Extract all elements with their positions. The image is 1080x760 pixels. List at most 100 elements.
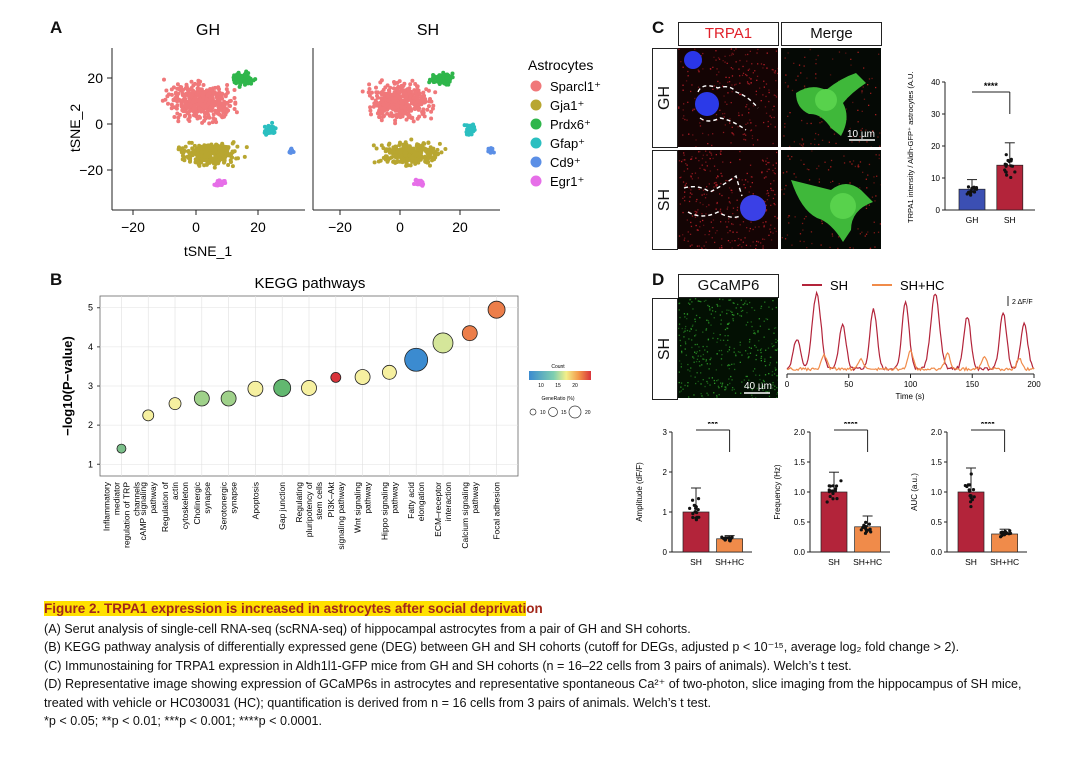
tsne-cell-point xyxy=(194,114,198,119)
bar-datapoint xyxy=(974,186,979,190)
tsne-cell-point xyxy=(435,78,440,83)
bar-datapoint xyxy=(859,528,863,532)
tsne-cell-point xyxy=(213,148,218,152)
tsne-cell-point xyxy=(213,117,218,122)
bar-datapoint xyxy=(827,488,831,492)
tsne-cell-point xyxy=(462,123,467,128)
generatio-legend-title: GeneRatio (%) xyxy=(541,396,574,402)
tsne-legend-label: Prdx6⁺ xyxy=(550,117,591,132)
tsne-cell-point xyxy=(422,156,427,160)
tsne-cell-point xyxy=(270,120,275,125)
tsne-cell-point xyxy=(212,100,217,104)
tsne-legend-dot xyxy=(530,137,542,149)
tsne-cell-point xyxy=(399,83,404,88)
tsne-cell-point xyxy=(385,156,390,160)
tsne-cell-point xyxy=(220,152,225,157)
tsne-title-sh: SH xyxy=(417,22,439,39)
tsne-cell-point xyxy=(208,145,213,150)
tsne-cell-point xyxy=(220,96,225,101)
bar-datapoint xyxy=(968,500,973,504)
tsne-cell-point xyxy=(394,112,399,117)
bar-ytick-label: 0.0 xyxy=(794,548,806,557)
trace-scale-label: 2 ΔF/F xyxy=(1012,299,1033,306)
count-tick: 20 xyxy=(572,383,578,389)
tsne-cell-point xyxy=(199,109,204,114)
tsne-cell-point xyxy=(427,104,431,109)
tsne-cell-point xyxy=(213,156,218,161)
bar-datapoint xyxy=(969,189,973,193)
tsne-cell-point xyxy=(392,146,397,151)
kegg-category-label: Gap junction xyxy=(277,482,287,530)
tsne-cell-point xyxy=(199,150,204,155)
kegg-category-label: channels xyxy=(131,482,141,516)
tsne-cell-point xyxy=(192,96,197,101)
tsne-cell-point xyxy=(395,150,400,155)
tsne-cell-point xyxy=(372,160,377,165)
kegg-category-label: Hippo signaling xyxy=(379,482,389,540)
bar-datapoint xyxy=(970,186,974,190)
bar-datapoint xyxy=(1004,164,1008,168)
tsne-cell-point xyxy=(266,126,271,131)
tsne-cell-point xyxy=(164,88,169,93)
tsne-cell-point xyxy=(412,99,416,104)
panel-letter-d: D xyxy=(652,270,665,289)
tsne-cell-point xyxy=(381,114,386,119)
bar-datapoint xyxy=(723,537,727,541)
tsne-cell-point xyxy=(425,107,430,112)
bar-datapoint xyxy=(970,498,974,502)
bar-datapoint xyxy=(969,504,973,509)
tsne-cell-point xyxy=(231,75,236,80)
tsne-cell-point xyxy=(213,85,218,90)
count-colorbar xyxy=(529,371,591,380)
tsne-cell-point xyxy=(446,82,451,87)
panel-letter-c: C xyxy=(652,18,665,37)
tsne-cell-point xyxy=(405,158,410,163)
caption-title: Figure 2. TRPA1 expression is increased … xyxy=(44,600,1054,619)
generatio-tick: 20 xyxy=(585,410,591,416)
bar-datapoint xyxy=(966,185,971,189)
tsne-cell-point xyxy=(398,147,403,152)
bar-ytick-label: 1.0 xyxy=(931,488,943,497)
tsne-cell-point xyxy=(191,109,196,113)
significance-stars: *** xyxy=(708,422,719,429)
tsne-cell-point xyxy=(403,147,408,152)
tsne-cell-point xyxy=(374,85,378,90)
tsne-cell-point xyxy=(211,91,216,95)
tsne-cell-point xyxy=(404,94,409,99)
tsne-cell-point xyxy=(207,108,212,113)
bar-datapoint xyxy=(825,500,829,504)
tsne-cell-point xyxy=(386,98,391,103)
tsne-cell-point xyxy=(471,122,476,127)
bar-category-label: SH xyxy=(965,557,977,567)
tsne-cell-point xyxy=(402,105,407,110)
tsne-cell-point xyxy=(425,147,430,152)
tsne-cell-point xyxy=(367,87,372,91)
tsne-cell-point xyxy=(371,143,376,148)
tsne-cell-point xyxy=(375,101,379,105)
tsne-cell-point xyxy=(489,150,494,155)
tsne-cell-point xyxy=(199,157,204,162)
bar-ytick-label: 0.0 xyxy=(931,548,943,557)
gh-merge-image: 10 µm xyxy=(781,48,881,147)
legend-sh-label: SH xyxy=(830,278,848,293)
tsne-cell-point xyxy=(225,83,230,87)
generatio-tick: 15 xyxy=(561,410,567,416)
tsne-cell-point xyxy=(262,124,267,129)
gh-row-text: GH xyxy=(656,86,673,110)
tsne-cell-point xyxy=(429,150,433,155)
tsne-cell-point xyxy=(431,103,436,108)
tsne-cell-point xyxy=(443,147,448,151)
tsne-cell-point xyxy=(392,150,396,155)
tsne-cell-point xyxy=(368,105,373,110)
tsne-cell-point xyxy=(244,145,249,150)
bar-ytick-label: 0 xyxy=(663,548,668,557)
kegg-ylabel: −log10(P−value) xyxy=(60,336,75,436)
tsne-cell-point xyxy=(417,91,422,96)
trpa1-bar-chart: 0 10 20 30 40 TRPA1 intensity / Aldh-GFP⁺ ast… xyxy=(906,72,1035,225)
tsne-cell-point xyxy=(232,88,237,92)
tsne-cell-point xyxy=(370,96,375,101)
tsne-cell-point xyxy=(416,143,421,147)
bar-ytick-label: 10 xyxy=(931,174,940,183)
kegg-ytick-label: 4 xyxy=(88,342,93,352)
tsne-cell-point xyxy=(413,90,418,95)
